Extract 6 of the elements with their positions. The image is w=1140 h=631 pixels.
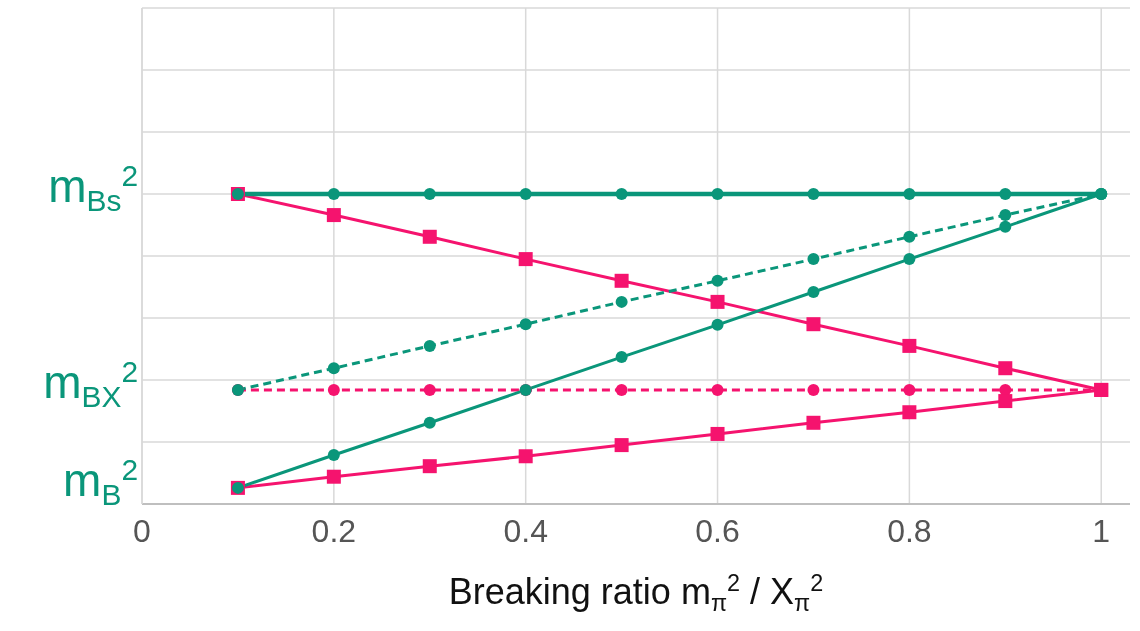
- x-tick-label: 0.6: [695, 513, 740, 549]
- x-tick-label: 0.4: [503, 513, 548, 549]
- x-tick-label: 0.8: [887, 513, 932, 549]
- x-tick-label: 0.2: [311, 513, 357, 549]
- x-tick-label: 0: [133, 513, 151, 549]
- x-tick-label: 1: [1092, 513, 1111, 549]
